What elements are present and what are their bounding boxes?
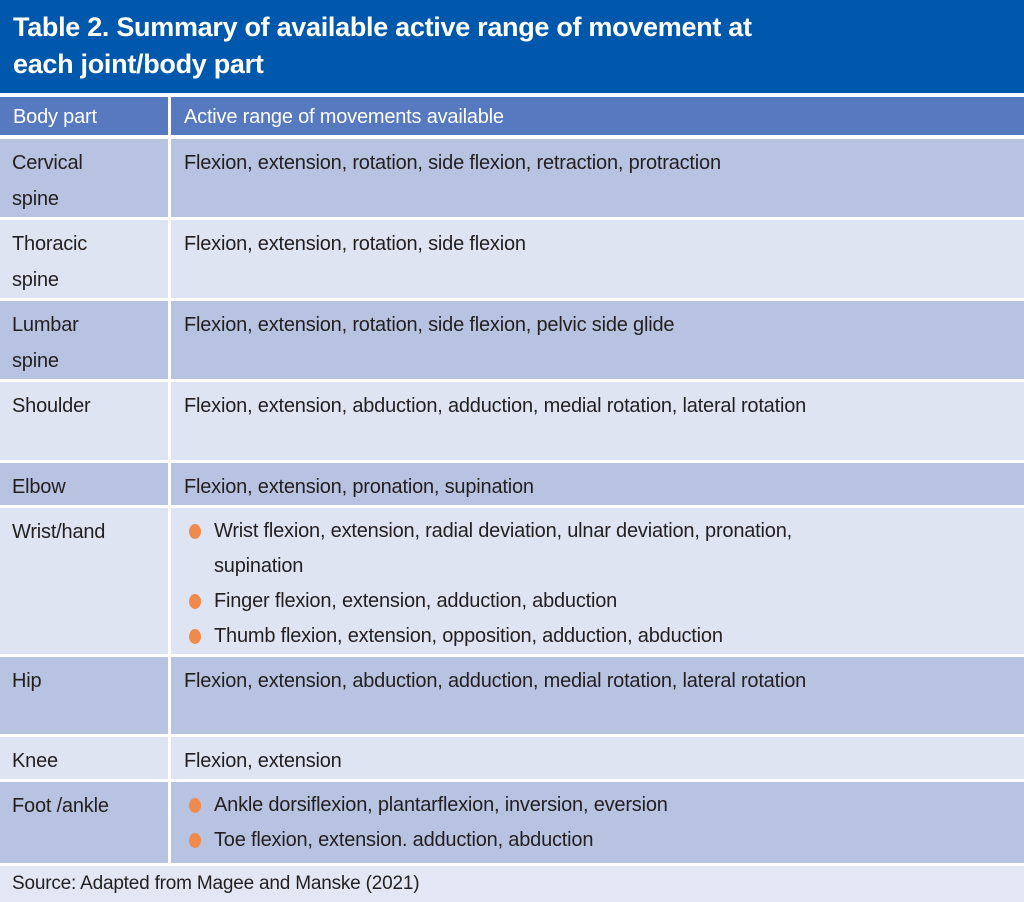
movements-cell: Flexion, extension, rotation, side flexi… (171, 139, 1024, 217)
body-part-cell: Hip (0, 657, 168, 734)
bullet-icon (189, 798, 201, 813)
body-part-cell: Foot /ankle (0, 782, 168, 863)
movements-cell: Flexion, extension, abduction, adduction… (171, 657, 1024, 734)
table-body: Cervical spine Flexion, extension, rotat… (0, 139, 1024, 863)
table-row-wrist-hand: Wrist/hand Wrist flexion, extension, rad… (0, 508, 1024, 654)
bullet-icon (189, 629, 201, 644)
movements-cell: Flexion, extension, rotation, side flexi… (171, 301, 1024, 379)
table-row-lumbar-spine: Lumbar spine Flexion, extension, rotatio… (0, 301, 1024, 379)
movements-cell: Flexion, extension, rotation, side flexi… (171, 220, 1024, 298)
list-item: Ankle dorsiflexion, plantarflexion, inve… (184, 788, 1012, 823)
table-title-line1: Table 2. Summary of available active ran… (13, 12, 752, 42)
table-row-thoracic-spine: Thoracic spine Flexion, extension, rotat… (0, 220, 1024, 298)
body-part-cell: Thoracic spine (0, 220, 168, 298)
body-part-cell: Cervical spine (0, 139, 168, 217)
movements-cell: Flexion, extension (171, 737, 1024, 779)
table-row-cervical-spine: Cervical spine Flexion, extension, rotat… (0, 139, 1024, 217)
table-row-hip: Hip Flexion, extension, abduction, adduc… (0, 657, 1024, 734)
table-row-elbow: Elbow Flexion, extension, pronation, sup… (0, 463, 1024, 505)
list-item: Finger flexion, extension, adduction, ab… (184, 584, 1012, 619)
body-part-cell: Shoulder (0, 382, 168, 460)
table-title-bar: Table 2. Summary of available active ran… (0, 0, 1024, 93)
movements-cell: Flexion, extension, abduction, adduction… (171, 382, 1024, 460)
movements-cell: Flexion, extension, pronation, supinatio… (171, 463, 1024, 505)
table-row-knee: Knee Flexion, extension (0, 737, 1024, 779)
list-item: Wrist flexion, extension, radial deviati… (184, 514, 1012, 584)
table-row-shoulder: Shoulder Flexion, extension, abduction, … (0, 382, 1024, 460)
list-item: Toe flexion, extension. adduction, abduc… (184, 823, 1012, 858)
movements-cell: Wrist flexion, extension, radial deviati… (171, 508, 1024, 654)
bullet-icon (189, 524, 201, 539)
source-note: Source: Adapted from Magee and Manske (2… (0, 866, 1024, 902)
body-part-cell: Elbow (0, 463, 168, 505)
list-item: Thumb flexion, extension, opposition, ad… (184, 619, 1012, 654)
table-header-row: Body part Active range of movements avai… (0, 97, 1024, 135)
body-part-cell: Knee (0, 737, 168, 779)
bullet-icon (189, 594, 201, 609)
movements-cell: Ankle dorsiflexion, plantarflexion, inve… (171, 782, 1024, 863)
bullet-icon (189, 833, 201, 848)
table-row-foot-ankle: Foot /ankle Ankle dorsiflexion, plantarf… (0, 782, 1024, 863)
table-title-line2: each joint/body part (13, 49, 264, 79)
header-body-part: Body part (0, 97, 168, 135)
body-part-cell: Lumbar spine (0, 301, 168, 379)
body-part-cell: Wrist/hand (0, 508, 168, 654)
header-movements: Active range of movements available (171, 97, 1024, 135)
